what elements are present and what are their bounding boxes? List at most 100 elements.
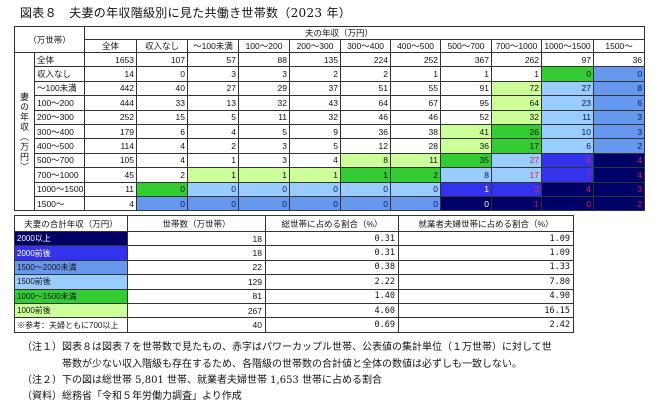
note-2: （注２）下の図は総世帯 5,801 世帯、就業者夫婦世帯 1,653 世帯に占め… <box>22 375 382 386</box>
share-total-cell: 4.60 <box>265 302 399 319</box>
column-header: 100～200 <box>238 39 291 53</box>
table-cell: 0 <box>289 195 342 212</box>
table-cell: 11 <box>238 109 291 125</box>
row-label: 500～700 <box>33 152 86 169</box>
table-cell: 105 <box>84 152 138 169</box>
table-cell: 11 <box>541 109 595 125</box>
table-cell: 5 <box>289 138 342 154</box>
wife-income-header: 妻の年収（万円） <box>14 51 35 212</box>
table-cell: 14 <box>84 66 138 82</box>
combined-income-table: 夫妻の合計年収（万円） 世帯数（万世帯） 総世帯に占める割合（%） 就業者夫婦世… <box>14 215 574 333</box>
table-cell: 8 <box>541 152 595 169</box>
table-cell: 55 <box>390 80 442 97</box>
table-row: 200～300 252 15 5 11 32 46 46 52 32 11 3 <box>15 109 646 125</box>
table-cell: 38 <box>390 123 442 140</box>
table-cell: 1 <box>440 181 493 197</box>
table-cell: 37 <box>289 80 342 97</box>
table-row: 1000～1500 11 0 0 0 0 0 0 1 2 4 3 <box>15 181 646 197</box>
table-cell: 36 <box>593 51 646 68</box>
share-total-cell: 0.38 <box>265 259 399 276</box>
unit-label: （万世帯） <box>13 26 86 53</box>
table-cell: 52 <box>440 109 493 125</box>
column-header: 全体 <box>84 39 138 53</box>
households-cell: 129 <box>127 274 266 290</box>
table-cell: 5 <box>238 123 291 140</box>
table-cell: 7 <box>541 167 595 183</box>
table-cell: 3 <box>238 66 291 82</box>
header-share-working: 就業者夫婦世帯に占める割合（%） <box>398 215 574 232</box>
row-label: 1000～1500 <box>33 181 86 197</box>
table-cell: 2 <box>491 181 543 197</box>
column-header: 200～300 <box>289 39 342 53</box>
table-cell: 27 <box>541 80 595 97</box>
table-cell: 1 <box>440 66 493 82</box>
table-cell: 1 <box>340 167 392 183</box>
household-matrix-table: （万世帯） 夫の年収（万円） 全体 収入なし ～100未満 100～200 200～30… <box>13 26 646 212</box>
table-cell: 1 <box>390 66 442 82</box>
table-cell: 0 <box>340 195 392 212</box>
row-label: ～100未満 <box>33 80 86 97</box>
table-cell: 8 <box>340 152 392 169</box>
households-cell: 81 <box>127 288 266 304</box>
table-cell: 46 <box>390 109 442 125</box>
table-cell: 88 <box>238 51 291 68</box>
share-total-cell: 1.40 <box>265 288 399 304</box>
note-1-line-1: （注１）図表８は図表７を世帯数で見たもの、赤字はパワーカップル世帯、公表値の集計… <box>22 342 552 353</box>
table-cell: 3 <box>593 181 646 197</box>
table-cell: 27 <box>491 152 543 169</box>
table-cell: 252 <box>84 109 138 125</box>
income-band-label: 1500前後 <box>14 274 128 290</box>
table-cell: 8 <box>593 80 646 97</box>
table-cell: 2 <box>136 167 189 183</box>
table-cell: 36 <box>440 138 493 154</box>
row-label: 100～200 <box>33 95 86 111</box>
table-cell: 0 <box>289 181 342 197</box>
table-cell: 36 <box>340 123 392 140</box>
column-header: ～100未満 <box>187 39 240 53</box>
table-cell: 0 <box>187 195 240 212</box>
share-working-cell: 16.15 <box>398 302 574 319</box>
table-cell: 40 <box>136 80 189 97</box>
table-row: 1500前後 129 2.22 7.80 <box>14 274 574 290</box>
row-label: 全体 <box>33 51 86 68</box>
households-cell: 267 <box>127 302 266 319</box>
share-working-cell: 2.42 <box>398 317 574 333</box>
note-1-line-2: 帯数が少ない収入階級も存在するため、各階級の世帯数の合計値と全体の数値は必ずしも… <box>62 359 522 370</box>
households-cell: 22 <box>127 259 266 276</box>
table-cell: 1 <box>491 195 543 212</box>
table-cell: 4 <box>136 152 189 169</box>
table-cell: 15 <box>136 109 189 125</box>
table-row: 2000以上 18 0.31 1.09 <box>14 230 574 247</box>
table-cell: 0 <box>390 195 442 212</box>
table-row: ※参考：夫婦ともに700以上 40 0.69 2.42 <box>14 317 574 333</box>
table-row: 300～400 179 6 4 5 9 36 38 41 26 10 3 <box>15 123 646 140</box>
table-cell: 2 <box>340 66 392 82</box>
table-cell: 46 <box>340 109 392 125</box>
row-label: 700～1000 <box>33 167 86 183</box>
table-cell: 45 <box>84 167 138 183</box>
households-cell: 40 <box>127 317 266 333</box>
table-row: 500～700 105 4 1 3 4 8 11 35 27 8 4 <box>15 152 646 169</box>
table-cell: 72 <box>491 80 543 97</box>
table-cell: 262 <box>491 51 543 68</box>
share-working-cell: 7.80 <box>398 274 574 290</box>
table-cell: 252 <box>390 51 442 68</box>
table-row: 2000前後 18 0.31 1.09 <box>14 245 574 261</box>
households-cell: 18 <box>127 230 266 247</box>
column-header: 1000～1500 <box>541 39 595 53</box>
table-cell: 28 <box>390 138 442 154</box>
table-cell: 64 <box>491 95 543 111</box>
table-cell: 0 <box>541 66 595 82</box>
income-band-label: 1000～1500未満 <box>14 288 128 304</box>
table-cell: 95 <box>440 95 493 111</box>
table-row: ～100未満 442 40 27 29 37 51 55 91 72 27 8 <box>15 80 646 97</box>
column-header: 500～700 <box>440 39 493 53</box>
table-cell: 67 <box>390 95 442 111</box>
table-cell: 0 <box>187 181 240 197</box>
table-cell: 367 <box>440 51 493 68</box>
figure-title: 図表８ 夫妻の年収階級別に見た共働き世帯数（2023 年） <box>20 6 352 20</box>
table-cell: 6 <box>136 123 189 140</box>
share-working-cell: 1.09 <box>398 230 574 247</box>
table-cell: 35 <box>440 152 493 169</box>
table-cell: 3 <box>593 123 646 140</box>
